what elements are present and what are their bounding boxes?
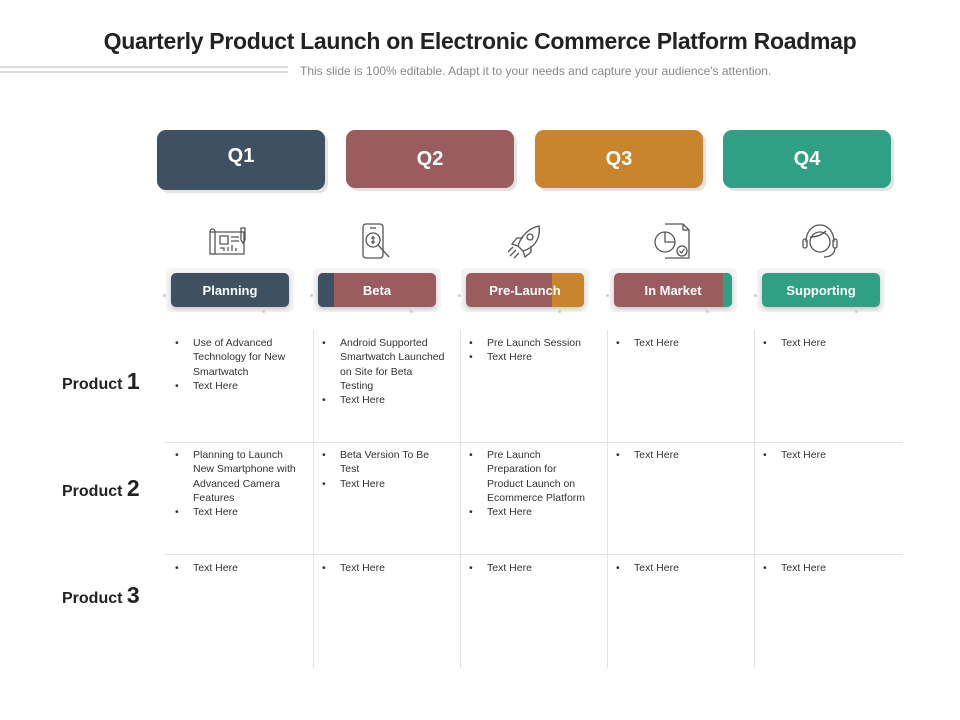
decorative-dot	[855, 310, 858, 313]
phase-supporting: Supporting	[762, 273, 880, 307]
decorative-dot	[262, 310, 265, 313]
list-item: Text Here	[614, 336, 742, 351]
grid-divider	[165, 442, 903, 443]
list-item: Pre Launch Session	[467, 336, 595, 351]
phase-pre-launch: Pre-Launch	[466, 273, 584, 307]
phase-accent	[552, 273, 584, 307]
decorative-dot	[754, 294, 757, 297]
quarter-label: Q2	[416, 147, 444, 170]
blueprint-icon	[206, 220, 250, 264]
cell-p2-beta: Beta Version To Be TestText Here	[320, 448, 448, 491]
phase-label: Supporting	[786, 282, 856, 298]
phase-label: Planning	[202, 282, 258, 298]
phone-magnifier-icon	[355, 220, 399, 264]
list-item: Text Here	[173, 505, 301, 520]
product-number: 2	[126, 475, 140, 501]
decorative-dot	[310, 294, 313, 297]
decorative-dot	[163, 294, 166, 297]
cell-p3-supporting: Text Here	[761, 561, 889, 576]
list-item: Text Here	[761, 336, 889, 351]
cell-p1-pre-launch: Pre Launch SessionText Here	[467, 336, 595, 365]
cell-p2-planning: Planning to Launch New Smartphone with A…	[173, 448, 301, 520]
phase-planning: Planning	[171, 273, 289, 307]
product-word: Product	[62, 483, 123, 500]
grid-divider	[460, 330, 461, 668]
decorative-dot	[410, 310, 413, 313]
list-item: Text Here	[614, 448, 742, 463]
grid-divider	[607, 330, 608, 668]
list-item: Text Here	[173, 379, 301, 394]
phase-label: Pre-Launch	[489, 282, 561, 298]
phase-beta: Beta	[318, 273, 436, 307]
quarter-label: Q1	[227, 144, 255, 167]
cell-p3-beta: Text Here	[320, 561, 448, 576]
cell-p3-pre-launch: Text Here	[467, 561, 595, 576]
list-item: Planning to Launch New Smartphone with A…	[173, 448, 301, 505]
quarter-q2-box: Q2	[346, 130, 514, 188]
product-number: 1	[126, 368, 140, 394]
page-subtitle: This slide is 100% editable. Adapt it to…	[300, 64, 772, 78]
phase-accent	[318, 273, 334, 307]
decorative-dot	[706, 310, 709, 313]
list-item: Text Here	[614, 561, 742, 576]
product-3-label: Product 3	[62, 582, 140, 609]
list-item: Text Here	[761, 561, 889, 576]
cell-p2-supporting: Text Here	[761, 448, 889, 463]
product-2-label: Product 2	[62, 475, 140, 502]
product-number: 3	[126, 582, 140, 608]
grid-divider	[165, 554, 903, 555]
phase-in-market: In Market	[614, 273, 732, 307]
cell-p1-in-market: Text Here	[614, 336, 742, 351]
grid-divider	[754, 330, 755, 668]
list-item: Pre Launch Preparation for Product Launc…	[467, 448, 595, 505]
decorative-dot	[606, 294, 609, 297]
phase-label: Beta	[362, 282, 392, 298]
quarter-label: Q4	[793, 147, 821, 170]
list-item: Text Here	[320, 393, 448, 408]
list-item: Text Here	[173, 561, 301, 576]
phase-label: In Market	[644, 282, 702, 298]
list-item: Use of Advanced Technology for New Smart…	[173, 336, 301, 379]
list-item: Text Here	[467, 505, 595, 520]
page-title: Quarterly Product Launch on Electronic C…	[103, 28, 857, 54]
cell-p1-planning: Use of Advanced Technology for New Smart…	[173, 336, 301, 393]
quarter-q3-box: Q3	[535, 130, 703, 188]
cell-p3-planning: Text Here	[173, 561, 301, 576]
cell-p1-supporting: Text Here	[761, 336, 889, 351]
product-1-label: Product 1	[62, 368, 140, 395]
list-item: Beta Version To Be Test	[320, 448, 448, 477]
decorative-dot	[558, 310, 561, 313]
list-item: Text Here	[320, 477, 448, 492]
list-item: Text Here	[761, 448, 889, 463]
product-word: Product	[62, 590, 123, 607]
list-item: Android Supported Smartwatch Launched on…	[320, 336, 448, 393]
report-chart-icon	[651, 220, 695, 264]
phase-accent	[723, 273, 732, 307]
headset-support-icon	[798, 220, 842, 264]
list-item: Text Here	[467, 350, 595, 365]
decorative-lines	[0, 66, 288, 74]
cell-p3-in-market: Text Here	[614, 561, 742, 576]
grid-divider	[313, 330, 314, 668]
quarter-label: Q3	[605, 147, 633, 170]
cell-p2-pre-launch: Pre Launch Preparation for Product Launc…	[467, 448, 595, 520]
list-item: Text Here	[320, 561, 448, 576]
product-word: Product	[62, 376, 123, 393]
cell-p2-in-market: Text Here	[614, 448, 742, 463]
rocket-icon	[503, 220, 547, 264]
quarter-q1-box: Q1	[157, 130, 325, 190]
list-item: Text Here	[467, 561, 595, 576]
cell-p1-beta: Android Supported Smartwatch Launched on…	[320, 336, 448, 408]
quarter-q4-box: Q4	[723, 130, 891, 188]
decorative-dot	[458, 294, 461, 297]
